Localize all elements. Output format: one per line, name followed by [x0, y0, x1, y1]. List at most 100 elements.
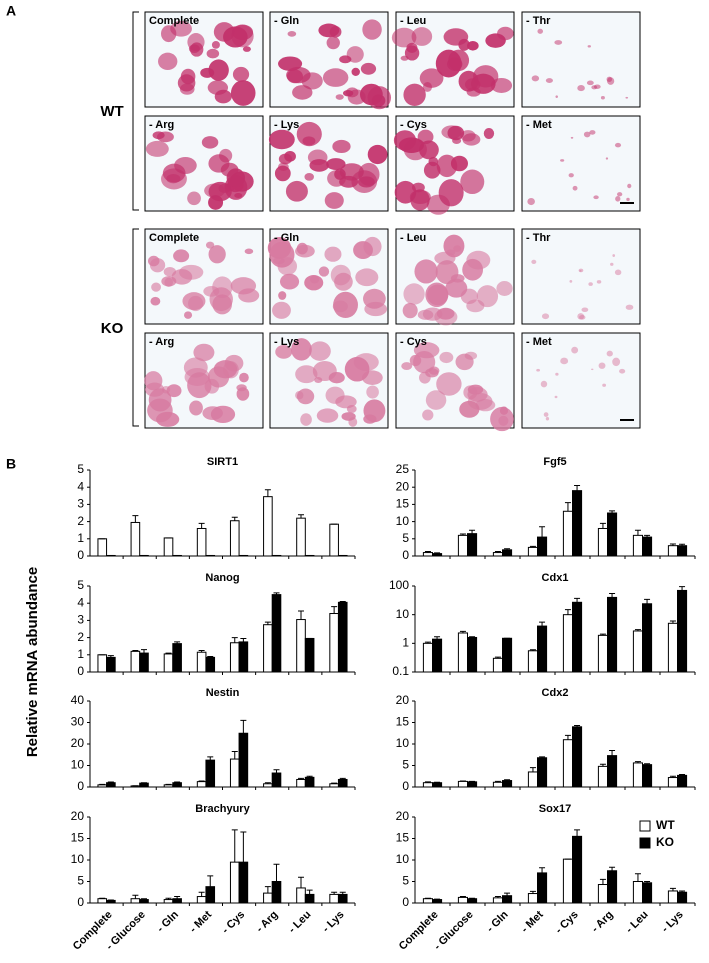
error-bar	[298, 514, 305, 519]
bar	[642, 536, 653, 557]
bar	[457, 534, 468, 557]
colony	[292, 85, 313, 100]
bar	[502, 895, 513, 904]
colony	[560, 357, 569, 365]
error-bar	[574, 597, 581, 603]
micrograph: - Arg	[144, 332, 264, 429]
colony	[244, 248, 254, 255]
image-frame	[521, 332, 641, 429]
bar	[632, 762, 644, 788]
micrograph: - Cys	[395, 332, 515, 432]
colony	[214, 89, 232, 104]
colony	[626, 197, 630, 202]
error-bar	[539, 621, 546, 627]
colony	[346, 404, 357, 413]
bar	[163, 784, 174, 788]
colony	[555, 95, 558, 98]
bar	[607, 512, 618, 557]
image-frame	[521, 11, 641, 108]
colony	[403, 83, 426, 107]
bar	[238, 641, 249, 673]
error-bar	[494, 896, 501, 898]
colony	[545, 417, 550, 421]
colony	[572, 185, 578, 191]
y-tick-label: 20	[71, 736, 85, 750]
bar	[467, 781, 478, 788]
image-label: - Arg	[149, 119, 174, 131]
colony	[537, 28, 544, 34]
colony	[344, 356, 370, 382]
error-bar	[644, 534, 651, 538]
bar	[492, 657, 503, 673]
error-bar	[564, 502, 571, 512]
colony	[593, 195, 599, 200]
micrograph: Complete	[144, 11, 264, 108]
colony	[409, 189, 431, 205]
error-bar	[434, 636, 441, 640]
colony	[161, 276, 177, 287]
colony	[295, 244, 315, 258]
error-bar	[644, 598, 651, 604]
bar	[597, 527, 609, 557]
bar	[677, 545, 688, 557]
y-tick-label: 5	[402, 758, 409, 772]
error-bar	[434, 552, 441, 554]
colony	[218, 183, 231, 193]
micrograph: Complete	[144, 228, 264, 325]
legend-label: WT	[656, 818, 675, 832]
bar	[271, 772, 282, 788]
bar	[172, 643, 182, 673]
colony	[304, 275, 324, 291]
bar	[667, 890, 679, 904]
colony	[423, 161, 441, 179]
x-tick-label: - Arg	[589, 909, 615, 935]
panel-label: B	[6, 456, 16, 472]
y-tick-label: 0	[402, 779, 409, 793]
bar	[296, 887, 306, 904]
bar	[457, 632, 468, 673]
colony	[425, 282, 449, 308]
colony	[577, 313, 585, 320]
error-bar	[494, 656, 501, 659]
colony	[554, 395, 558, 399]
bar	[304, 637, 315, 673]
image-label: - Leu	[400, 232, 426, 244]
error-bar	[264, 489, 271, 497]
error-bar	[574, 725, 581, 727]
chart-title: Cdx1	[542, 572, 569, 584]
error-bar	[609, 749, 616, 756]
error-bar	[273, 863, 280, 882]
colony	[151, 282, 161, 292]
colony	[359, 83, 383, 106]
colony	[275, 344, 293, 359]
y-axis-label: Relative mRNA abundance	[24, 567, 41, 757]
colony	[439, 351, 454, 364]
bar	[502, 780, 513, 788]
image-label: Complete	[149, 15, 199, 27]
colony	[362, 19, 382, 40]
bar	[537, 625, 548, 673]
colony	[208, 59, 229, 81]
bar	[296, 517, 306, 557]
image-label: - Thr	[526, 15, 551, 27]
micrograph: - Lys	[268, 115, 389, 212]
error-bar	[504, 892, 511, 896]
y-tick-label: 3	[77, 613, 84, 627]
colony	[360, 62, 377, 75]
colony	[614, 142, 622, 148]
colony	[367, 144, 388, 165]
colony	[213, 360, 238, 379]
colony	[332, 139, 351, 154]
colony	[402, 302, 418, 319]
error-bar	[231, 829, 238, 863]
colony	[291, 338, 312, 361]
image-label: - Cys	[400, 119, 427, 131]
colony	[166, 384, 182, 398]
error-bar	[679, 890, 686, 893]
error-bar	[240, 637, 247, 642]
error-bar	[644, 763, 651, 765]
colony	[326, 158, 346, 170]
colony	[205, 241, 215, 249]
bar	[304, 893, 315, 904]
error-bar	[140, 898, 147, 900]
